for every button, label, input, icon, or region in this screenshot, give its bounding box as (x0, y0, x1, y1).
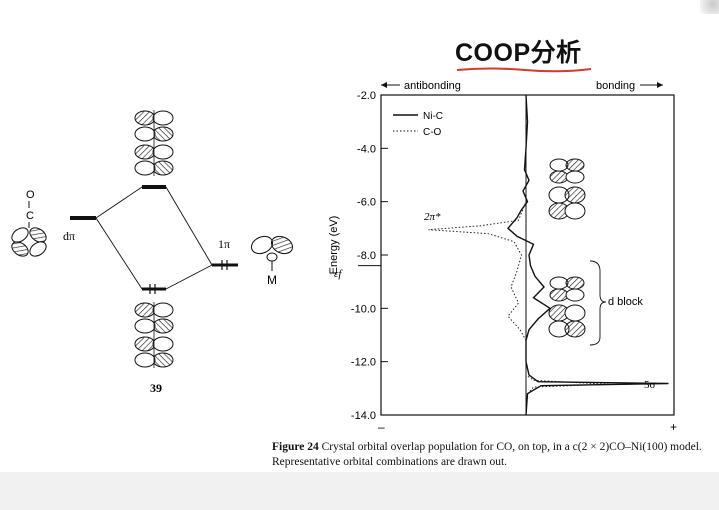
corner-shadow (700, 0, 719, 14)
legend: Ni-C C-O (393, 111, 443, 138)
y-axis-label: Energy (eV) (328, 216, 340, 275)
y-tick-label: -12.0 (351, 357, 376, 369)
minus-label: – (378, 420, 385, 434)
co-ligand-icon: O C (11, 189, 47, 257)
antibonding-arrow: antibonding (381, 80, 461, 92)
mo-diagram: O C dπ 1π 39 (11, 110, 294, 395)
1pi-label: 1π (218, 237, 230, 251)
title-underline (456, 67, 592, 73)
bonding-arrow: bonding (596, 80, 663, 92)
diagram-number: 39 (150, 381, 162, 395)
y-tick-label: -4.0 (357, 143, 376, 155)
y-tick-label: -8.0 (357, 250, 376, 262)
coop-plot: antibonding bonding Energy (eV) -2.0 -4.0… (328, 80, 677, 434)
legend-c-o: C-O (423, 127, 442, 138)
y-tick-label: -14.0 (351, 410, 376, 422)
figure-number: Figure 24 (272, 441, 319, 453)
y-tick-label: -6.0 (357, 197, 376, 209)
slide-title: COOP分析 (455, 39, 582, 67)
annotation-2pi: 2π* (424, 211, 441, 223)
dpi-label: dπ (63, 229, 75, 243)
annotation-d-block: d block (608, 296, 643, 308)
series-ni-c (507, 94, 669, 416)
metal-orbital-icon: M (250, 235, 294, 287)
y-ticks: -2.0 -4.0 -6.0 -8.0 -10.0 -12.0 -14.0 (351, 90, 388, 422)
atom-c-label: C (26, 210, 34, 222)
antibonding-orbital-icon (134, 110, 174, 176)
d-block-bracket (589, 260, 607, 346)
figure-caption: Figure 24 Crystal orbital overlap popula… (272, 440, 717, 470)
y-tick-label: -2.0 (357, 90, 376, 102)
upper-orbital-sketch-icon (548, 158, 586, 220)
series-c-o (428, 95, 609, 415)
annotation-5sigma: 5σ (644, 379, 656, 391)
y-tick-label: -10.0 (351, 303, 376, 315)
metal-label: M (267, 273, 277, 287)
antibonding-label: antibonding (404, 80, 461, 92)
plus-label: + (670, 420, 677, 434)
fermi-label: εf (334, 268, 343, 280)
bottom-band (0, 472, 719, 510)
atom-o-label: O (26, 189, 35, 201)
bonding-orbital-icon (134, 302, 174, 368)
bonding-label: bonding (596, 80, 635, 92)
caption-text: Crystal orbital overlap population for C… (272, 441, 702, 468)
legend-ni-c: Ni-C (423, 111, 443, 122)
lower-orbital-sketch-icon (548, 276, 586, 338)
